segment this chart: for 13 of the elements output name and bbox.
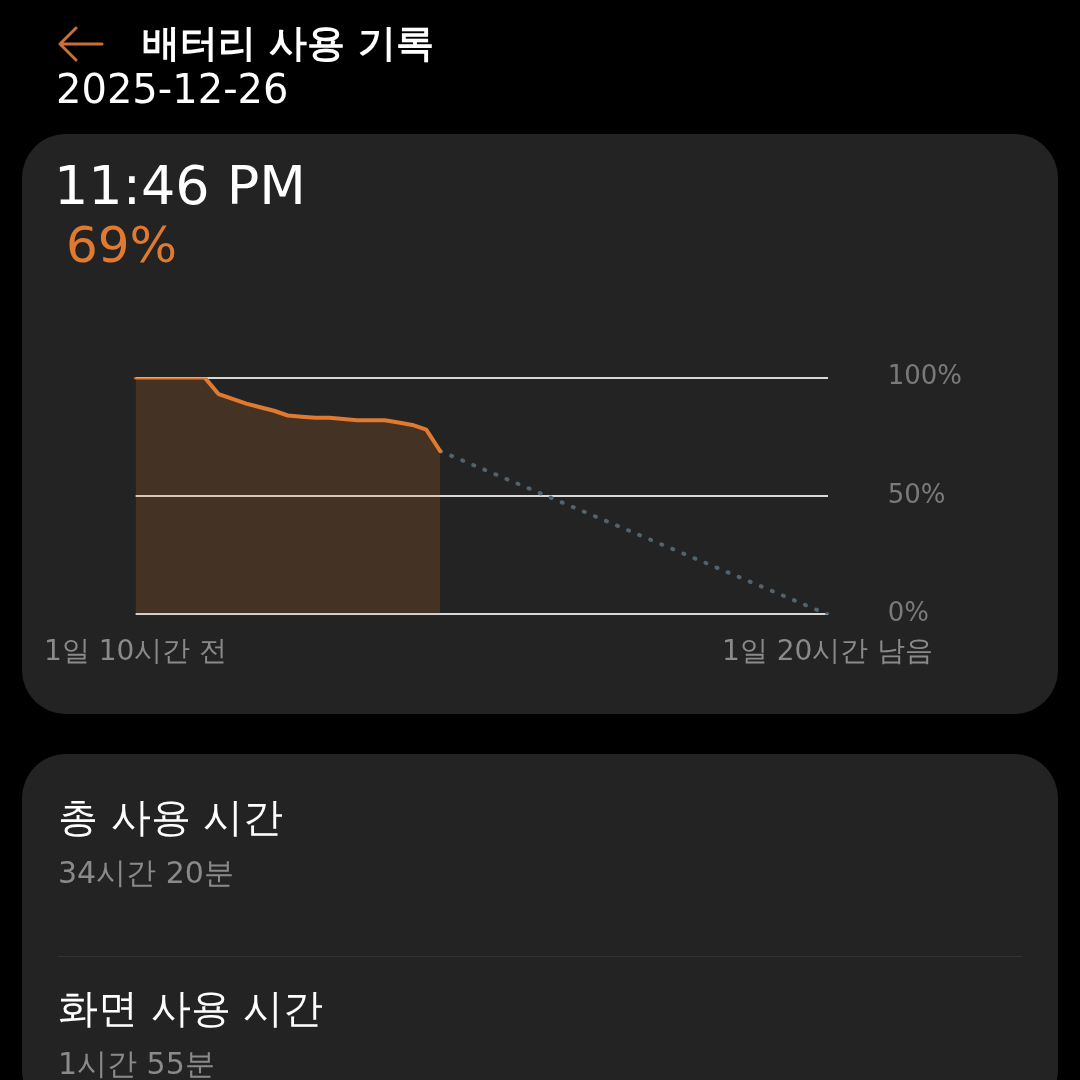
- text: 화면 사용 시간: [58, 984, 325, 1033]
- y-tick-label: 50%: [887, 478, 946, 509]
- x-tick-label: 1일 20시간 남음: [722, 634, 934, 668]
- y-tick-label: 100%: [887, 360, 963, 391]
- text: 1시간 55분: [58, 1045, 216, 1080]
- text: 11:46 PM: [54, 154, 306, 217]
- chart-title: 배터리 사용 기록: [142, 21, 435, 65]
- y-tick-label: 0%: [887, 597, 929, 628]
- text: 총 사용 시간: [58, 793, 285, 842]
- x-tick-label: 1일 10시간 전: [44, 634, 228, 668]
- chart-subtitle: 2025-12-26: [56, 66, 289, 112]
- text: 69%: [66, 216, 178, 274]
- text: 34시간 20분: [58, 854, 235, 892]
